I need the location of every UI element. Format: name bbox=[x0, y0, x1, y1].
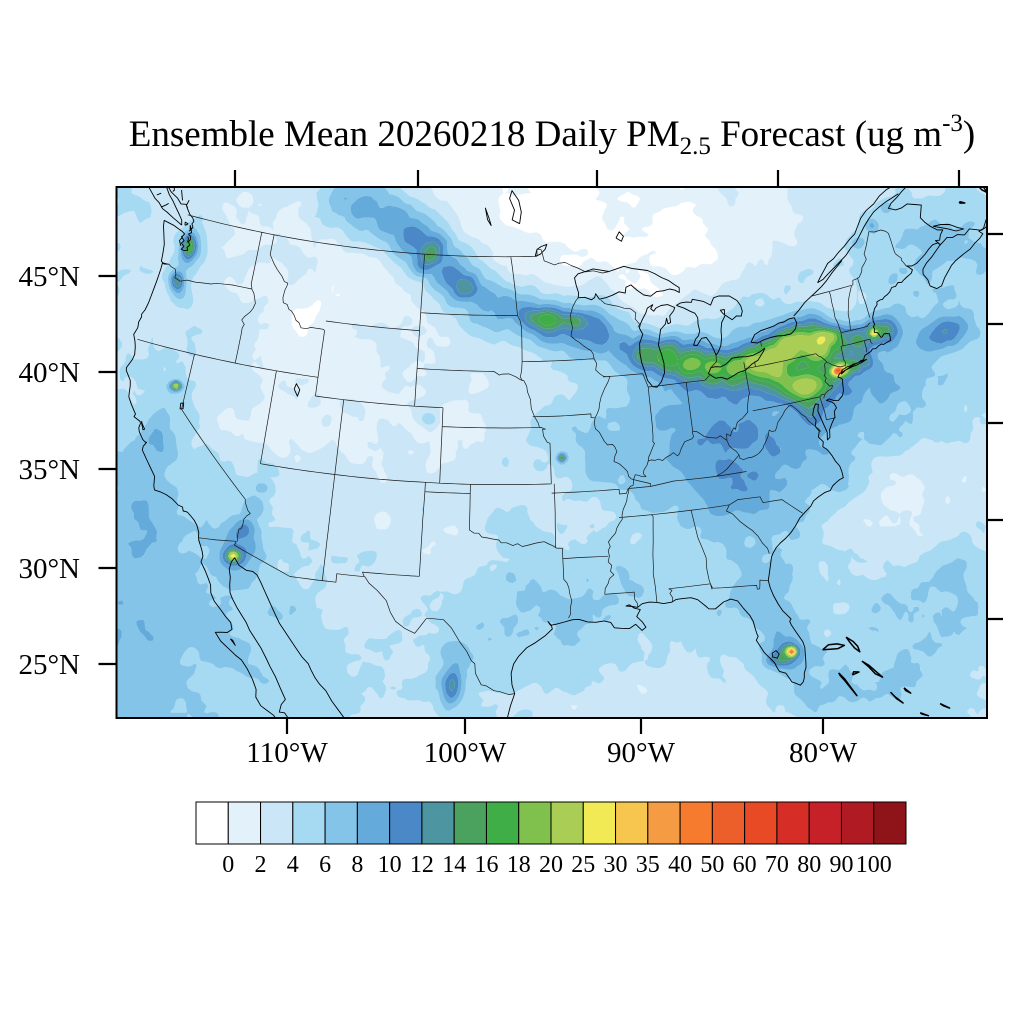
svg-text:35°N: 35°N bbox=[18, 454, 80, 486]
svg-text:10: 10 bbox=[378, 852, 402, 878]
svg-text:20: 20 bbox=[539, 852, 563, 878]
svg-text:80: 80 bbox=[797, 852, 821, 878]
svg-text:90°W: 90°W bbox=[607, 737, 676, 769]
svg-text:14: 14 bbox=[442, 852, 466, 878]
svg-text:Ensemble Mean 20260218 Daily P: Ensemble Mean 20260218 Daily PM2.5 Forec… bbox=[129, 110, 975, 160]
svg-text:6: 6 bbox=[319, 852, 331, 878]
svg-text:18: 18 bbox=[507, 852, 531, 878]
svg-text:16: 16 bbox=[475, 852, 499, 878]
svg-text:25°N: 25°N bbox=[18, 649, 80, 681]
svg-text:4: 4 bbox=[287, 852, 299, 878]
svg-text:45°N: 45°N bbox=[18, 261, 80, 293]
svg-text:12: 12 bbox=[410, 852, 434, 878]
svg-text:2: 2 bbox=[255, 852, 267, 878]
svg-text:25: 25 bbox=[571, 852, 595, 878]
svg-text:100: 100 bbox=[856, 852, 892, 878]
svg-text:50: 50 bbox=[700, 852, 724, 878]
svg-text:70: 70 bbox=[765, 852, 789, 878]
svg-text:90: 90 bbox=[830, 852, 854, 878]
svg-text:60: 60 bbox=[733, 852, 757, 878]
svg-text:110°W: 110°W bbox=[246, 737, 328, 769]
svg-text:30°N: 30°N bbox=[18, 553, 80, 585]
svg-text:30: 30 bbox=[604, 852, 628, 878]
svg-text:8: 8 bbox=[351, 852, 363, 878]
svg-text:40: 40 bbox=[668, 852, 692, 878]
svg-text:40°N: 40°N bbox=[18, 357, 80, 389]
svg-text:100°W: 100°W bbox=[424, 737, 507, 769]
svg-text:0: 0 bbox=[222, 852, 234, 878]
svg-text:35: 35 bbox=[636, 852, 660, 878]
svg-text:80°W: 80°W bbox=[789, 737, 858, 769]
